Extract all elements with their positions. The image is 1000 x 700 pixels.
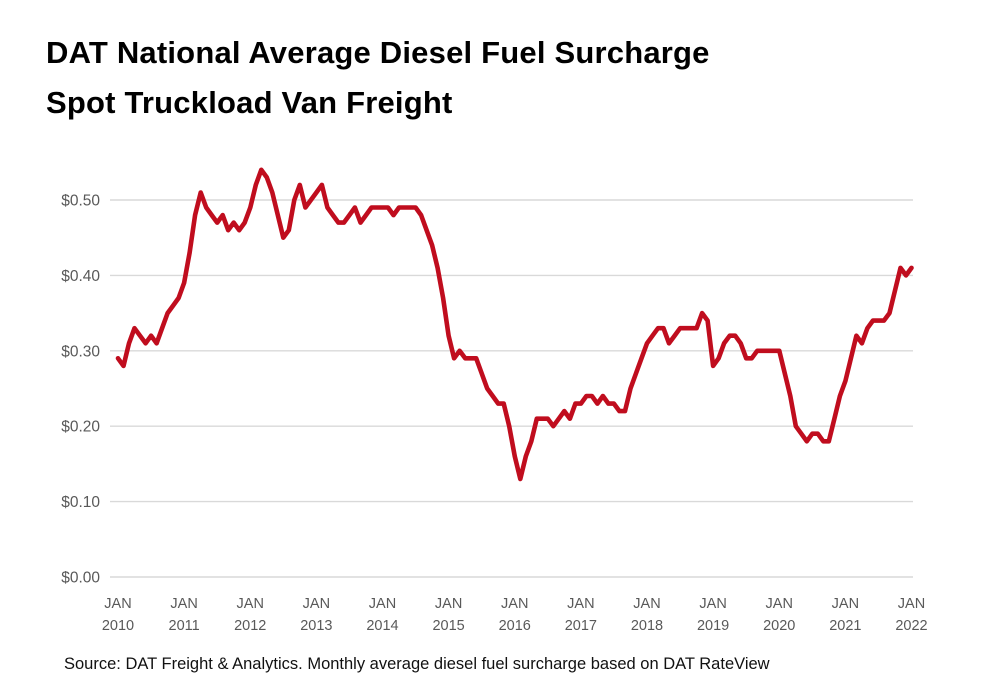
x-axis-tick-label: JAN 2019 <box>697 596 729 634</box>
surcharge-line <box>115 167 914 482</box>
chart-title-line2: Spot Truckload Van Freight <box>46 85 453 120</box>
chart-title-line1: DAT National Average Diesel Fuel Surchar… <box>46 35 710 70</box>
y-axis-tick-label: $0.30 <box>61 343 100 360</box>
source-note: Source: DAT Freight & Analytics. Monthly… <box>64 655 770 673</box>
x-axis-tick-label: JAN 2017 <box>565 596 597 634</box>
chart-title: DAT National Average Diesel Fuel Surchar… <box>46 28 710 128</box>
x-axis-tick-label: JAN 2011 <box>169 596 200 634</box>
x-axis-tick-label: JAN 2018 <box>631 596 663 634</box>
x-axis-tick-label: JAN 2012 <box>234 596 266 634</box>
y-axis-tick-label: $0.20 <box>61 419 100 436</box>
x-axis-tick-label: JAN 2022 <box>895 596 927 634</box>
x-axis-tick-label: JAN 2014 <box>366 596 398 634</box>
y-axis-tick-label: $0.10 <box>61 494 100 511</box>
x-axis-tick-label: JAN 2016 <box>499 596 531 634</box>
x-axis-tick-label: JAN 2015 <box>432 596 464 634</box>
x-axis-tick-label: JAN 2021 <box>829 596 861 634</box>
y-axis-tick-label: $0.50 <box>61 193 100 210</box>
y-axis-tick-label: $0.00 <box>61 570 100 587</box>
x-axis-tick-label: JAN 2020 <box>763 596 795 634</box>
x-axis-tick-label: JAN 2010 <box>102 596 134 634</box>
y-axis-tick-label: $0.40 <box>61 268 100 285</box>
x-axis-tick-label: JAN 2013 <box>300 596 332 634</box>
